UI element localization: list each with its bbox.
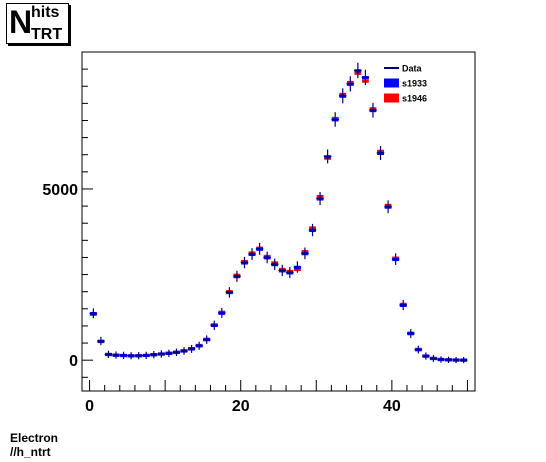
legend-entry: s1933 (384, 78, 427, 89)
chart-title-main: N (9, 4, 33, 40)
data-point (248, 248, 256, 260)
data-point (354, 62, 362, 79)
data-point (165, 349, 173, 358)
data-point (218, 308, 226, 318)
legend-box-swatch (384, 78, 399, 88)
data-point (391, 253, 400, 265)
data-point (338, 88, 347, 104)
legend-label: s1933 (402, 79, 427, 89)
data-point (316, 192, 324, 206)
data-point (97, 336, 105, 346)
data-point (104, 350, 113, 359)
x-tick-label: 40 (383, 398, 401, 415)
data-point (346, 76, 355, 92)
data-point (127, 352, 135, 360)
data-point (134, 352, 143, 360)
y-tick-label: 0 (69, 353, 78, 370)
x-tick-label: 20 (232, 398, 250, 415)
data-point (142, 351, 151, 359)
footer-label-histogram-path: //h_ntrt (10, 445, 51, 459)
data-point (422, 352, 430, 360)
data-point (225, 287, 234, 298)
data-point (180, 347, 188, 355)
chart-title-subscript: TRT (31, 26, 63, 43)
legend: Data s1933 s1946 (384, 64, 427, 104)
legend-label: s1946 (402, 94, 427, 104)
data-point (278, 264, 287, 277)
legend-entry: Data (384, 64, 423, 74)
data-point (323, 149, 332, 164)
data-point (399, 299, 407, 311)
data-point (270, 258, 279, 271)
marks-layer (89, 62, 468, 364)
data-point (240, 256, 249, 269)
data-point (172, 348, 181, 357)
footer-label-particle: Electron (10, 431, 59, 445)
data-point (255, 242, 264, 255)
x-tick-label: 0 (85, 398, 94, 415)
data-point (202, 335, 211, 344)
data-point (301, 247, 309, 260)
data-point (437, 356, 445, 363)
chart-title-superscript: hits (31, 4, 60, 21)
legend-entry: s1946 (384, 93, 427, 104)
data-point (459, 357, 468, 364)
data-point (414, 345, 423, 354)
legend-label: Data (402, 64, 423, 74)
data-point (406, 329, 415, 338)
data-point (376, 146, 385, 161)
axes-layer: 0 20 40 0 5000 (42, 68, 468, 415)
legend-box-swatch (384, 93, 399, 103)
data-point (157, 350, 166, 358)
data-point (429, 355, 438, 362)
data-point (384, 200, 392, 214)
data-point (444, 356, 453, 364)
data-point (210, 320, 219, 330)
data-point (195, 341, 203, 350)
data-point (263, 251, 271, 264)
data-point (112, 351, 120, 359)
data-point (119, 351, 128, 359)
data-point (361, 69, 370, 86)
plot-frame (81, 51, 476, 392)
data-point (233, 270, 241, 282)
y-tick-label: 5000 (42, 182, 78, 199)
chart-title-box: N hits TRT (6, 3, 69, 44)
data-point (308, 223, 317, 237)
data-point (286, 266, 294, 279)
data-point (452, 356, 460, 364)
data-point (369, 102, 377, 118)
data-point (187, 344, 196, 353)
data-point (89, 308, 98, 319)
data-point (150, 351, 158, 359)
data-point (293, 261, 302, 273)
data-point (331, 112, 339, 127)
